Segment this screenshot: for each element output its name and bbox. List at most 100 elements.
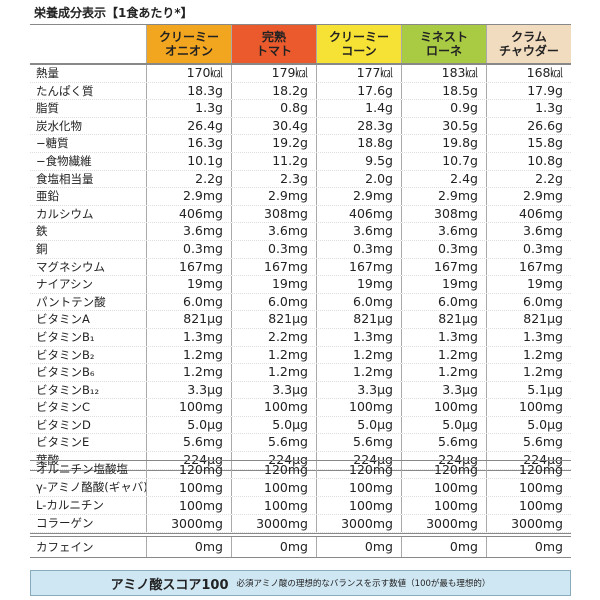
- cell-value: 308mg: [401, 205, 486, 223]
- cell-value: 11.2g: [231, 152, 316, 170]
- cell-value: 821μg: [486, 311, 571, 328]
- cell-value: 6.0mg: [146, 293, 231, 311]
- cell-value: 17.6g: [316, 82, 401, 100]
- row-label: ビタミンC: [36, 400, 91, 415]
- row-label: 炭水化物: [36, 118, 82, 133]
- cell-value: 3.6mg: [146, 223, 231, 240]
- cell-value: 821μg: [231, 311, 316, 328]
- cell-value: 100mg: [231, 399, 316, 416]
- cell-value: 19mg: [146, 276, 231, 293]
- cell-value: 3.6mg: [316, 223, 401, 240]
- row-label: −糖質: [36, 136, 69, 151]
- row-label: マグネシウム: [36, 259, 105, 274]
- cell-value: 30.5g: [401, 117, 486, 135]
- cell-value: 100mg: [486, 399, 571, 416]
- table-row: ビタミンE 5.6mg 5.6mg 5.6mg 5.6mg 5.6mg: [30, 434, 571, 453]
- cell-value: 100mg: [231, 479, 316, 496]
- table-row: ビタミンA 821μg 821μg 821μg 821μg 821μg: [30, 311, 571, 329]
- cell-value: 6.0mg: [231, 293, 316, 311]
- corner: [30, 25, 146, 63]
- cell-value: 100mg: [316, 479, 401, 496]
- cell-value: 0.8g: [231, 100, 316, 117]
- cell-value: 406mg: [486, 205, 571, 223]
- cell-value: 1.2mg: [231, 364, 316, 381]
- column-header: 完熟 トマト: [231, 25, 316, 63]
- row-label: ビタミンD: [36, 417, 91, 432]
- row-label: カフェイン: [36, 540, 94, 554]
- cell-value: 28.3g: [316, 117, 401, 135]
- cell-value: 120mg: [146, 461, 231, 478]
- cell-value: 120mg: [486, 461, 571, 478]
- cell-value: 3000mg: [401, 515, 486, 532]
- cell-value: 2.0g: [316, 170, 401, 188]
- cell-value: 5.0μg: [486, 416, 571, 434]
- table-row: オルニチン塩酸塩 120mg 120mg 120mg 120mg 120mg: [30, 461, 571, 479]
- cell-value: 1.3g: [146, 100, 231, 117]
- table-row: 脂質 1.3g 0.8g 1.4g 0.9g 1.3g: [30, 100, 571, 118]
- cell-value: 2.2g: [146, 170, 231, 188]
- column-header: ミネスト ローネ: [401, 25, 486, 63]
- cell-value: 3.6mg: [231, 223, 316, 240]
- cell-value: 1.2mg: [486, 364, 571, 381]
- cell-value: 1.3mg: [486, 328, 571, 346]
- cell-value: 167mg: [146, 258, 231, 276]
- cell-value: 179㎉: [231, 65, 316, 82]
- cell-value: 5.0μg: [316, 416, 401, 434]
- table-row: ビタミンB₆ 1.2mg 1.2mg 1.2mg 1.2mg 1.2mg: [30, 364, 571, 382]
- section: 熱量 170㎉ 179㎉ 177㎉ 183㎉ 168㎉ たんぱく質 18.3g 18.2g 17.…: [30, 64, 571, 471]
- cell-value: 821μg: [316, 311, 401, 328]
- footer: アミノ酸スコア100 必須アミノ酸の理想的なバランスを示す数値（100が最も理想…: [30, 570, 571, 596]
- cell-value: 100mg: [146, 479, 231, 496]
- cell-value: 2.9mg: [231, 188, 316, 205]
- row-label: 銅: [36, 241, 48, 256]
- cell-value: 18.2g: [231, 82, 316, 100]
- cell-value: 3000mg: [146, 515, 231, 532]
- cell-value: 5.6mg: [486, 434, 571, 452]
- cell-value: 3.3μg: [231, 381, 316, 399]
- cell-value: 5.6mg: [146, 434, 231, 452]
- table-row: 銅 0.3mg 0.3mg 0.3mg 0.3mg 0.3mg: [30, 240, 571, 259]
- cell-value: 1.2mg: [146, 346, 231, 364]
- cell-value: 167mg: [486, 258, 571, 276]
- cell-value: 406mg: [146, 205, 231, 223]
- column-header: クリーミー オニオン: [146, 25, 231, 63]
- cell-value: 100mg: [401, 479, 486, 496]
- cell-value: 10.7g: [401, 152, 486, 170]
- table-row: −食物繊維 10.1g 11.2g 9.5g 10.7g 10.8g: [30, 152, 571, 171]
- cell-value: 1.3g: [486, 100, 571, 117]
- cell-value: 168㎉: [486, 65, 571, 82]
- row-label: 熱量: [36, 66, 59, 80]
- cell-value: 2.2g: [486, 170, 571, 188]
- cell-value: 100mg: [316, 399, 401, 416]
- table-row: ビタミンB₁₂ 3.3μg 3.3μg 3.3μg 3.3μg 5.1μg: [30, 381, 571, 400]
- cell-value: 5.6mg: [231, 434, 316, 452]
- cell-value: 167mg: [401, 258, 486, 276]
- table-row: カルシウム 406mg 308mg 406mg 308mg 406mg: [30, 205, 571, 224]
- row-label: ビタミンA: [36, 312, 90, 327]
- cell-value: 0.9g: [401, 100, 486, 117]
- row-label: カルシウム: [36, 206, 94, 221]
- row-label: ナイアシン: [36, 277, 94, 292]
- cell-value: 18.8g: [316, 135, 401, 152]
- cell-value: 821μg: [146, 311, 231, 328]
- cell-value: 0.3mg: [231, 240, 316, 258]
- header-row: クリーミー オニオン 完熟 トマト クリーミー コーン ミネスト ローネ クラム チャウ…: [30, 25, 571, 63]
- cell-value: 0.3mg: [486, 240, 571, 258]
- cell-value: 15.8g: [486, 135, 571, 152]
- cell-value: 100mg: [486, 479, 571, 496]
- cell-value: 0.3mg: [401, 240, 486, 258]
- cell-value: 167mg: [231, 258, 316, 276]
- cell-value: 120mg: [231, 461, 316, 478]
- cell-value: 3000mg: [486, 515, 571, 532]
- table-row: 食塩相当量 2.2g 2.3g 2.0g 2.4g 2.2g: [30, 170, 571, 189]
- row-label: オルニチン塩酸塩: [36, 462, 128, 476]
- cell-value: 0.3mg: [146, 240, 231, 258]
- cell-value: 1.2mg: [231, 346, 316, 364]
- cell-value: 2.9mg: [486, 188, 571, 205]
- cell-value: 0.3mg: [316, 240, 401, 258]
- cell-value: 3.3μg: [401, 381, 486, 399]
- cell-value: 19.8g: [401, 135, 486, 152]
- cell-value: 5.0μg: [401, 416, 486, 434]
- cell-value: 0mg: [146, 537, 231, 557]
- cell-value: 5.0μg: [231, 416, 316, 434]
